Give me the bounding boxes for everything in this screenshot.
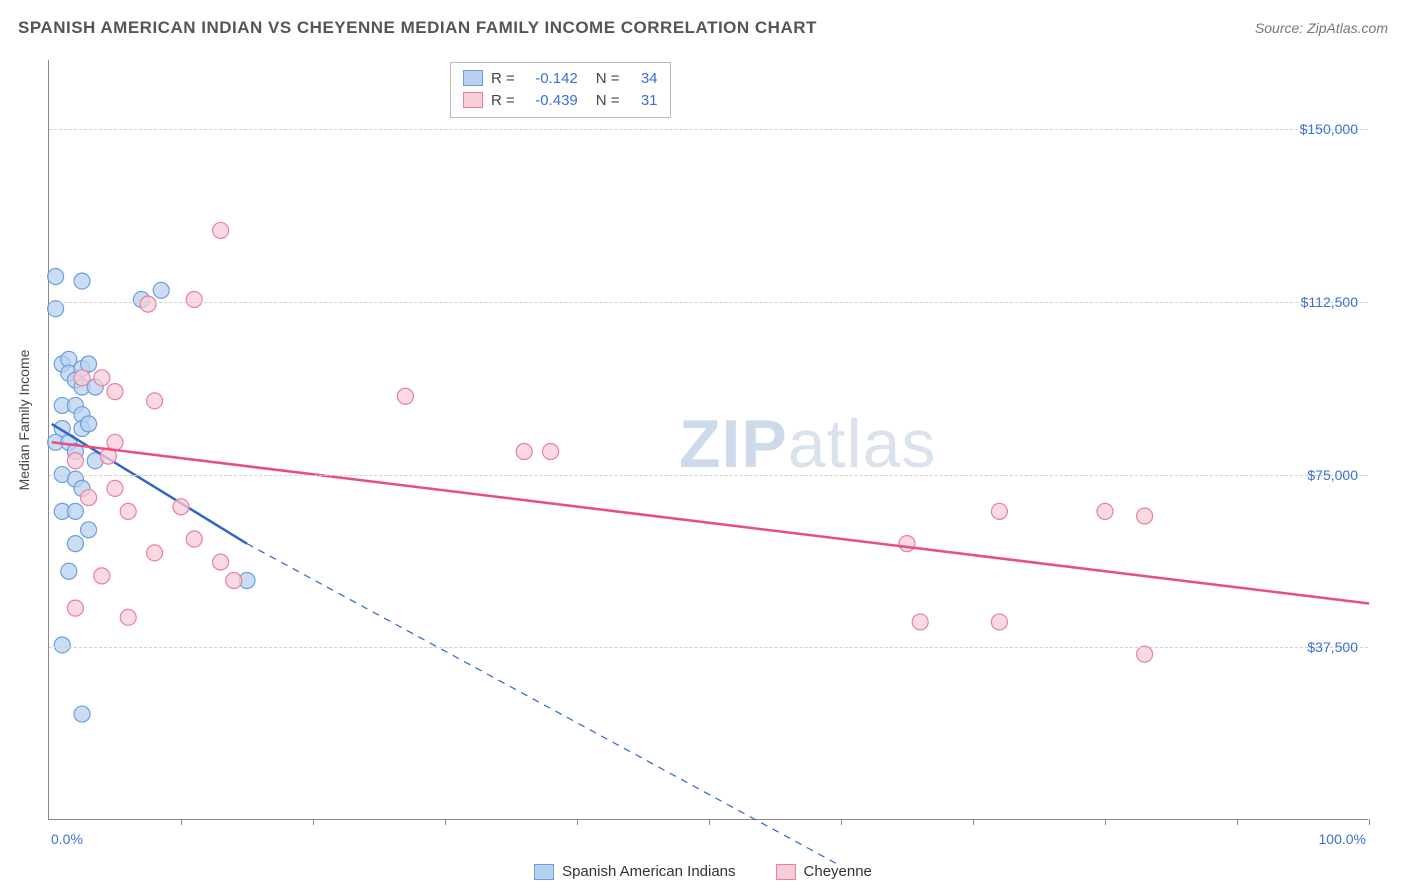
- data-point: [74, 370, 90, 386]
- stat-n-value: 31: [628, 92, 658, 109]
- stats-row: R = -0.439 N = 31: [463, 89, 658, 111]
- data-point: [120, 503, 136, 519]
- data-point: [74, 273, 90, 289]
- data-point: [48, 301, 64, 317]
- x-tick: [973, 819, 974, 825]
- data-point: [912, 614, 928, 630]
- gridline-h: [49, 129, 1368, 130]
- x-tick: [1369, 819, 1370, 825]
- y-tick-label: $150,000: [1300, 121, 1358, 137]
- legend-swatch: [534, 864, 554, 880]
- title-bar: SPANISH AMERICAN INDIAN VS CHEYENNE MEDI…: [18, 18, 1388, 38]
- data-point: [67, 503, 83, 519]
- data-point: [74, 706, 90, 722]
- source-text: Source: ZipAtlas.com: [1255, 20, 1388, 36]
- data-point: [67, 453, 83, 469]
- data-point: [81, 522, 97, 538]
- y-tick-label: $112,500: [1301, 294, 1358, 310]
- data-point: [186, 292, 202, 308]
- chart-title: SPANISH AMERICAN INDIAN VS CHEYENNE MEDI…: [18, 18, 817, 38]
- y-tick-label: $37,500: [1307, 639, 1358, 655]
- legend-swatch: [463, 70, 483, 86]
- data-point: [61, 563, 77, 579]
- data-point: [147, 393, 163, 409]
- data-point: [153, 282, 169, 298]
- legend-swatch: [463, 92, 483, 108]
- data-point: [120, 609, 136, 625]
- legend-label: Spanish American Indians: [562, 863, 735, 880]
- data-point: [147, 545, 163, 561]
- data-point: [516, 444, 532, 460]
- data-point: [94, 370, 110, 386]
- stat-r-value: -0.142: [523, 70, 578, 87]
- stats-row: R = -0.142 N = 34: [463, 67, 658, 89]
- gridline-h: [49, 475, 1368, 476]
- data-point: [991, 503, 1007, 519]
- data-point: [1097, 503, 1113, 519]
- data-point: [186, 531, 202, 547]
- data-point: [107, 480, 123, 496]
- data-point: [1137, 646, 1153, 662]
- stat-r-label: R =: [491, 92, 515, 109]
- data-point: [67, 536, 83, 552]
- data-point: [140, 296, 156, 312]
- stat-n-value: 34: [628, 70, 658, 87]
- stat-n-label: N =: [596, 92, 620, 109]
- data-point: [173, 499, 189, 515]
- data-point: [899, 536, 915, 552]
- legend-item: Cheyenne: [776, 863, 872, 880]
- data-point: [226, 572, 242, 588]
- x-tick: [577, 819, 578, 825]
- data-point: [213, 554, 229, 570]
- x-tick: [181, 819, 182, 825]
- x-tick: [709, 819, 710, 825]
- x-tick: [313, 819, 314, 825]
- trend-line-dashed: [247, 544, 841, 866]
- data-point: [213, 222, 229, 238]
- legend-item: Spanish American Indians: [534, 863, 735, 880]
- x-tick: [1105, 819, 1106, 825]
- x-tick: [841, 819, 842, 825]
- y-tick-label: $75,000: [1307, 467, 1358, 483]
- gridline-h: [49, 647, 1368, 648]
- legend-label: Cheyenne: [804, 863, 872, 880]
- data-point: [94, 568, 110, 584]
- data-point: [81, 416, 97, 432]
- bottom-legend: Spanish American Indians Cheyenne: [0, 863, 1406, 880]
- data-point: [54, 637, 70, 653]
- stats-legend-box: R = -0.142 N = 34 R = -0.439 N = 31: [450, 62, 671, 118]
- chart-svg: [49, 60, 1368, 819]
- x-label-right: 100.0%: [1319, 831, 1366, 847]
- data-point: [67, 600, 83, 616]
- x-tick: [445, 819, 446, 825]
- plot-area: $37,500$75,000$112,500$150,0000.0%100.0%…: [48, 60, 1368, 820]
- data-point: [48, 268, 64, 284]
- stat-n-label: N =: [596, 70, 620, 87]
- data-point: [397, 388, 413, 404]
- stat-r-value: -0.439: [523, 92, 578, 109]
- x-tick: [1237, 819, 1238, 825]
- legend-swatch: [776, 864, 796, 880]
- x-label-left: 0.0%: [51, 831, 83, 847]
- data-point: [1137, 508, 1153, 524]
- data-point: [107, 384, 123, 400]
- data-point: [81, 490, 97, 506]
- stat-r-label: R =: [491, 70, 515, 87]
- data-point: [991, 614, 1007, 630]
- y-axis-label: Median Family Income: [16, 350, 32, 491]
- gridline-h: [49, 302, 1368, 303]
- data-point: [543, 444, 559, 460]
